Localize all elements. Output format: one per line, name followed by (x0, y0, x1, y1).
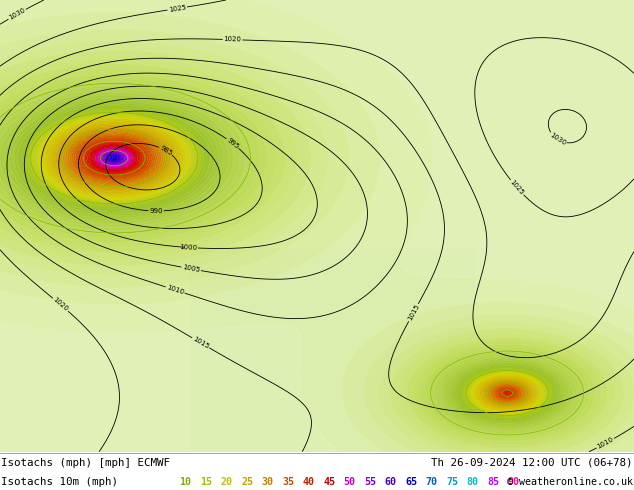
Text: 10: 10 (179, 477, 191, 487)
Text: 85: 85 (488, 477, 499, 487)
Text: Isotachs (mph) [mph] ECMWF: Isotachs (mph) [mph] ECMWF (1, 458, 171, 467)
Text: 15: 15 (200, 477, 212, 487)
Text: 1030: 1030 (8, 7, 27, 21)
Text: 1030: 1030 (548, 132, 567, 147)
Text: 40: 40 (302, 477, 314, 487)
Text: 55: 55 (364, 477, 376, 487)
Text: 65: 65 (405, 477, 417, 487)
Text: 25: 25 (241, 477, 253, 487)
Text: 985: 985 (158, 145, 173, 157)
Text: 75: 75 (446, 477, 458, 487)
Text: 70: 70 (425, 477, 437, 487)
Text: 995: 995 (226, 137, 240, 150)
Text: Th 26-09-2024 12:00 UTC (06+78): Th 26-09-2024 12:00 UTC (06+78) (431, 458, 633, 467)
Text: 1015: 1015 (191, 336, 210, 350)
Text: 50: 50 (344, 477, 356, 487)
Text: 1020: 1020 (52, 296, 69, 313)
Text: 1010: 1010 (165, 284, 184, 295)
Text: 90: 90 (508, 477, 520, 487)
Text: 20: 20 (221, 477, 233, 487)
Text: 1000: 1000 (179, 244, 197, 251)
Text: 45: 45 (323, 477, 335, 487)
Text: 1025: 1025 (168, 4, 186, 13)
Text: 1025: 1025 (509, 179, 525, 196)
Text: 35: 35 (282, 477, 294, 487)
Text: © weatheronline.co.uk: © weatheronline.co.uk (507, 477, 633, 487)
Text: 60: 60 (385, 477, 397, 487)
Text: 1015: 1015 (406, 303, 420, 322)
Text: Isotachs 10m (mph): Isotachs 10m (mph) (1, 477, 119, 487)
Text: 1005: 1005 (182, 264, 200, 273)
Text: 1010: 1010 (596, 436, 615, 450)
Text: 80: 80 (467, 477, 479, 487)
Text: 30: 30 (262, 477, 274, 487)
Text: 990: 990 (150, 208, 163, 214)
Text: 1020: 1020 (224, 36, 242, 43)
